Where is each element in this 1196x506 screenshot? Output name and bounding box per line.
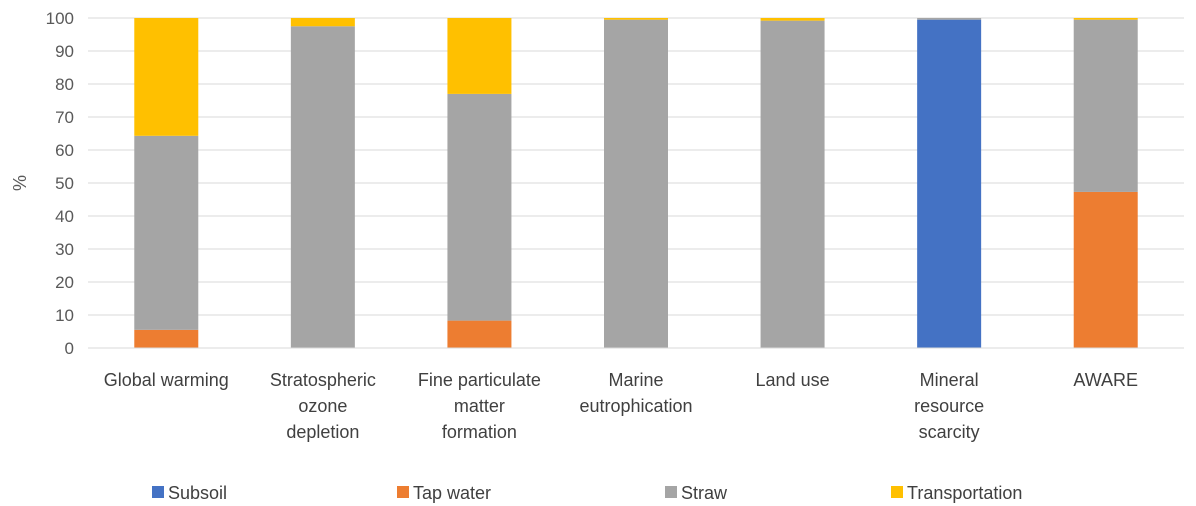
y-tick-label: 90 xyxy=(55,42,74,61)
bar-segment-tap-water xyxy=(134,329,199,348)
bar-segment-transportation xyxy=(290,18,355,27)
bar-segment-tap-water xyxy=(1073,191,1138,348)
legend-label: Tap water xyxy=(413,483,491,503)
bar-segment-transportation xyxy=(1073,18,1138,20)
bar-segment-straw xyxy=(290,26,355,348)
legend-swatch xyxy=(397,486,409,498)
bar-segment-straw xyxy=(604,19,668,349)
y-tick-label: 10 xyxy=(55,306,74,325)
bar-segment-subsoil xyxy=(917,19,982,349)
bar-segment-straw xyxy=(447,93,512,321)
legend-item: Subsoil xyxy=(152,483,227,503)
legend-item: Tap water xyxy=(397,483,491,503)
y-tick-label: 80 xyxy=(55,75,74,94)
y-tick-label: 30 xyxy=(55,240,74,259)
y-tick-label: 0 xyxy=(65,339,74,358)
bar-segment-straw xyxy=(134,135,199,330)
legend-swatch xyxy=(665,486,677,498)
x-category-label: Fine particulate matter formation xyxy=(418,370,541,442)
bar-segment-transportation xyxy=(134,18,199,136)
legend-label: Transportation xyxy=(907,483,1022,503)
x-category-label: Mineral resource scarcity xyxy=(914,370,984,442)
legend-swatch xyxy=(891,486,903,498)
y-tick-label: 60 xyxy=(55,141,74,160)
legend-label: Straw xyxy=(681,483,728,503)
bar-segment-straw xyxy=(760,20,825,348)
legend-item: Straw xyxy=(665,483,728,503)
legend-swatch xyxy=(152,486,164,498)
y-tick-label: 50 xyxy=(55,174,74,193)
x-category-labels: Global warming Stratospheric ozone depletio… xyxy=(104,370,1138,442)
x-category-label: Stratospheric ozone depletion xyxy=(270,370,376,442)
y-tick-label: 40 xyxy=(55,207,74,226)
y-tick-label: 70 xyxy=(55,108,74,127)
bar-segment-straw xyxy=(1073,19,1138,192)
x-category-label: Land use xyxy=(756,370,830,390)
legend: Subsoil Tap water Straw Transportation xyxy=(152,483,1022,503)
bar-segment-tap-water xyxy=(447,320,512,348)
y-tick-labels: 0 10 20 30 40 50 60 70 80 90 100 xyxy=(46,9,74,358)
x-category-label: Marine eutrophication xyxy=(579,370,692,416)
bar-segment-transportation xyxy=(760,18,825,21)
legend-label: Subsoil xyxy=(168,483,227,503)
bars xyxy=(134,18,1138,349)
legend-item: Transportation xyxy=(891,483,1022,503)
y-tick-label: 20 xyxy=(55,273,74,292)
y-tick-label: 100 xyxy=(46,9,74,28)
x-category-label: Global warming xyxy=(104,370,229,390)
x-category-label: AWARE xyxy=(1073,370,1138,390)
bar-segment-straw xyxy=(917,18,982,20)
y-axis-label: % xyxy=(10,175,30,191)
bar-segment-transportation xyxy=(604,18,668,20)
bar-segment-transportation xyxy=(447,18,512,94)
